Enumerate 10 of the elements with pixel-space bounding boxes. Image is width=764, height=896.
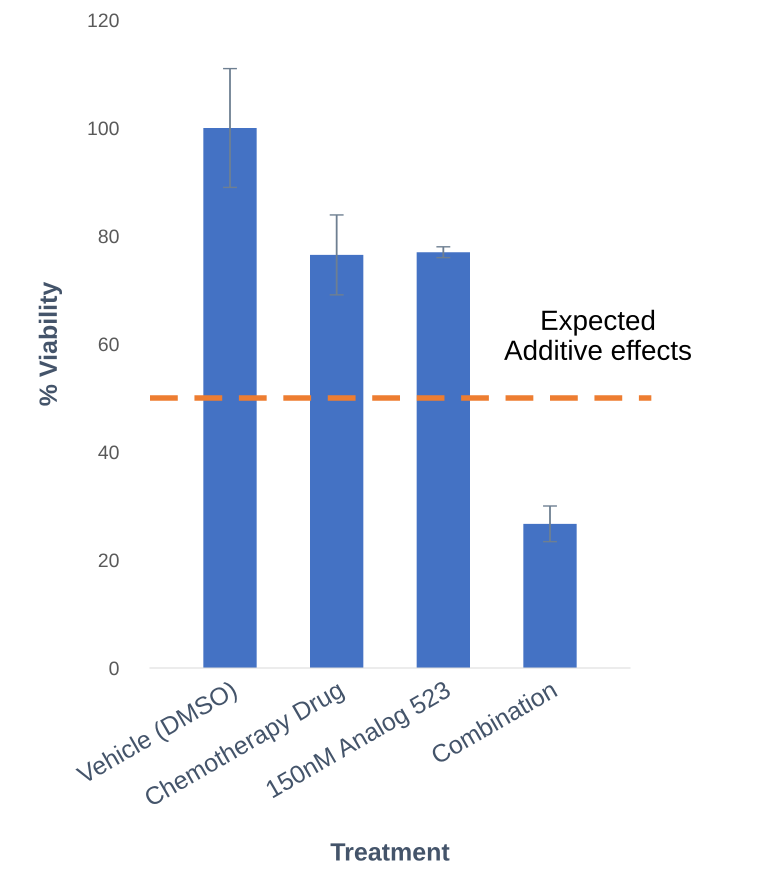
- y-tick-label: 120: [88, 13, 119, 28]
- y-tick-label: 80: [98, 229, 119, 244]
- ref-line-label: Expected Additive effects: [504, 310, 691, 360]
- y-axis-title: % Viability: [38, 282, 62, 406]
- y-tick-label: 100: [88, 121, 119, 136]
- y-tick-label: 60: [98, 337, 119, 352]
- y-tick-label: 40: [98, 445, 119, 460]
- x-axis-title: Treatment: [330, 843, 450, 861]
- y-tick-label: 20: [98, 553, 119, 568]
- y-tick-label: 0: [109, 661, 119, 676]
